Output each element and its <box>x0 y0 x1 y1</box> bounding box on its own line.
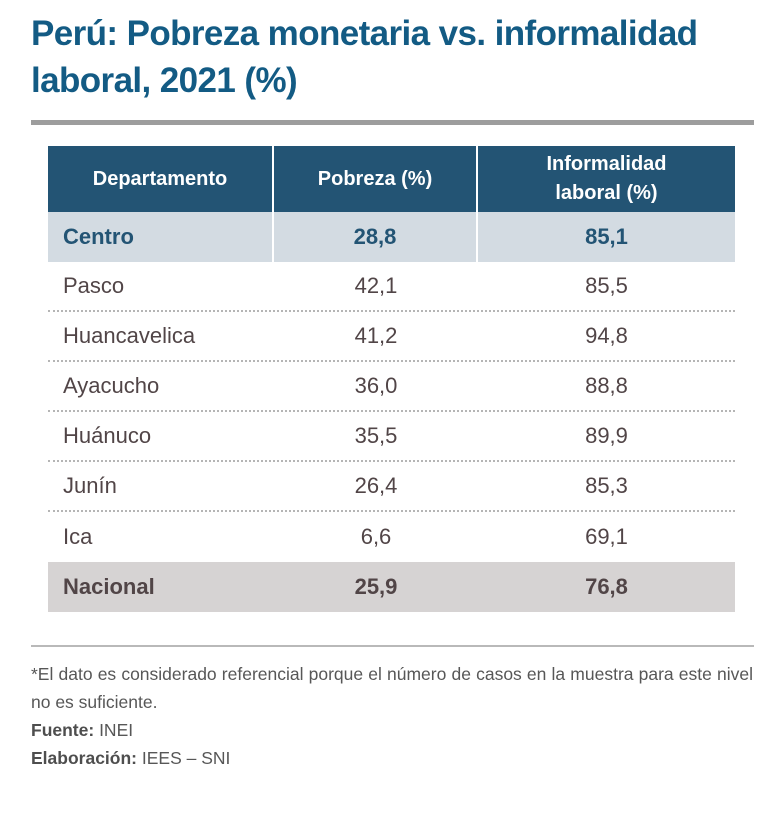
cell-informalidad: 85,3 <box>585 473 628 498</box>
title-divider <box>31 120 754 125</box>
cell-departamento: Ayacucho <box>63 373 160 398</box>
elaboration-label: Elaboración: <box>31 748 137 768</box>
table-row: Huánuco 35,5 89,9 <box>48 412 735 462</box>
footer-divider <box>31 645 754 647</box>
footnotes: *El dato es considerado referencial porq… <box>31 660 753 772</box>
source-value: INEI <box>94 720 134 740</box>
cell-informalidad: 76,8 <box>585 574 628 599</box>
cell-informalidad: 85,1 <box>585 224 628 249</box>
header-departamento: Departamento <box>48 146 274 212</box>
cell-informalidad: 94,8 <box>585 323 628 348</box>
cell-departamento: Huancavelica <box>63 323 196 348</box>
data-table: Departamento Pobreza (%) Informalidad la… <box>48 146 735 612</box>
elaboration-value: IEES – SNI <box>137 748 231 768</box>
cell-informalidad: 88,8 <box>585 373 628 398</box>
cell-departamento: Ica <box>63 524 93 549</box>
cell-departamento: Nacional <box>63 574 155 599</box>
cell-departamento: Centro <box>48 212 274 262</box>
cell-informalidad: 85,5 <box>585 273 628 298</box>
cell-pobreza: 25,9 <box>354 574 398 599</box>
header-informalidad: Informalidad laboral (%) <box>478 146 735 212</box>
source-label: Fuente: <box>31 720 95 740</box>
cell-pobreza: 35,5 <box>354 423 398 448</box>
header-informalidad-line1: Informalidad <box>546 153 667 175</box>
elaboration-line: Elaboración: IEES – SNI <box>31 744 753 772</box>
cell-pobreza: 41,2 <box>354 323 398 348</box>
table-row: Ayacucho 36,0 88,8 <box>48 362 735 412</box>
table-row: Huancavelica 41,2 94,8 <box>48 312 735 362</box>
table-row-nacional: Nacional 25,9 76,8 <box>48 562 735 612</box>
source-line: Fuente: INEI <box>31 716 753 744</box>
cell-pobreza: 42,1 <box>354 273 398 298</box>
table-row: Junín 26,4 85,3 <box>48 462 735 512</box>
cell-departamento: Pasco <box>63 273 125 298</box>
cell-pobreza: 26,4 <box>354 473 398 498</box>
cell-pobreza: 36,0 <box>354 373 398 398</box>
table-row: Ica 6,6 69,1 <box>48 512 735 562</box>
table-row: Pasco 42,1 85,5 <box>48 262 735 312</box>
cell-pobreza: 6,6 <box>360 524 392 549</box>
page-title: Perú: Pobreza monetaria vs. informalidad… <box>31 14 698 100</box>
footnote-text: *El dato es considerado referencial porq… <box>31 664 753 712</box>
cell-departamento: Huánuco <box>63 423 152 448</box>
header-informalidad-line2: laboral (%) <box>555 182 658 204</box>
cell-departamento: Junín <box>63 473 117 498</box>
header-pobreza: Pobreza (%) <box>274 146 478 212</box>
table-header-row: Departamento Pobreza (%) Informalidad la… <box>48 146 735 212</box>
cell-informalidad: 89,9 <box>585 423 628 448</box>
cell-pobreza: 28,8 <box>274 212 478 262</box>
table-row-centro: Centro 28,8 85,1 <box>48 212 735 262</box>
cell-informalidad: 69,1 <box>585 524 628 549</box>
